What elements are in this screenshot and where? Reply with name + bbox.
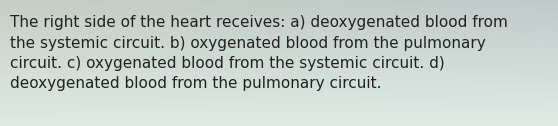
Text: The right side of the heart receives: a) deoxygenated blood from
the systemic ci: The right side of the heart receives: a)… xyxy=(10,15,508,91)
